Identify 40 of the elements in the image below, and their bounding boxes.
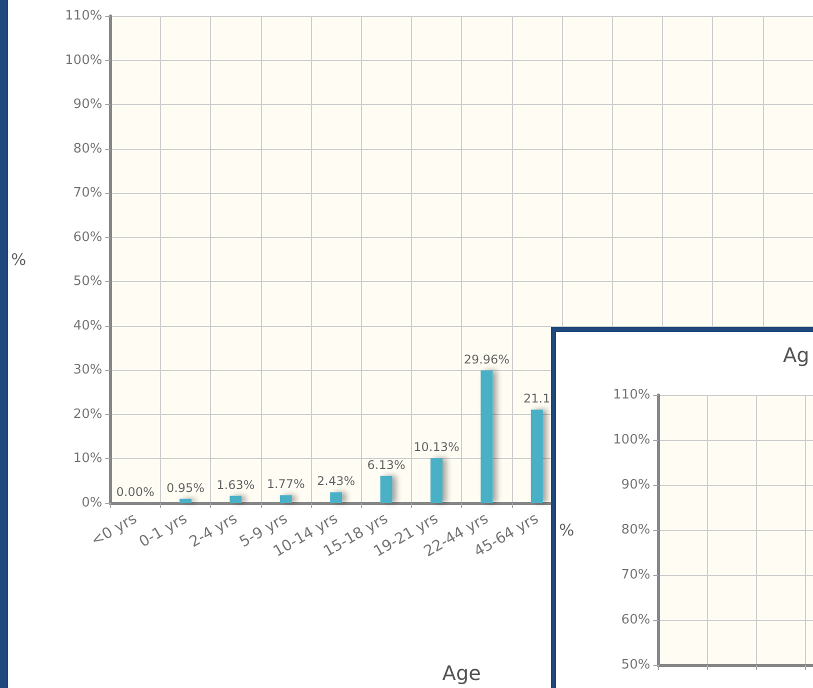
y-tick-label: 50% [621,658,650,672]
y-tick-label: 90% [73,97,102,112]
data-label: 0.95% [166,480,205,495]
data-label: 1.77% [266,477,305,492]
data-label: 29.96% [464,352,510,366]
y-axis-title: % [559,520,574,540]
y-tick-label: 20% [73,406,102,422]
y-tick-label: 90% [621,478,650,492]
y-tick-label: 30% [73,362,102,378]
y-tick-label: 70% [621,568,650,582]
y-tick-label: 50% [73,274,102,290]
y-tick-label: 60% [73,230,102,245]
y-tick-label: 70% [73,186,102,201]
data-label: 10.13% [414,440,460,454]
y-tick-label: 110% [65,8,102,24]
chart-title: Ag [783,343,810,367]
y-tick-label: 110% [613,388,650,402]
y-tick-label: 100% [613,432,650,448]
y-tick-label: 100% [65,52,102,68]
y-tick-label: 0% [82,496,102,510]
data-label: 1.63% [216,478,255,492]
bar [430,458,442,503]
bar [230,496,242,503]
bar [480,370,493,503]
y-axis-title: % [11,250,26,269]
data-label: 6.13% [367,458,406,472]
bar [380,476,392,503]
data-label: 21.1 [524,392,550,406]
y-tick-label: 80% [621,522,650,538]
y-tick-label: 40% [73,318,102,334]
data-label: 2.43% [317,474,356,488]
bar [180,498,192,503]
x-axis-title: Age [442,661,481,685]
y-tick-label: 10% [73,451,102,466]
bar [330,492,342,503]
y-tick-label: 80% [73,141,102,156]
y-tick-label: 60% [621,612,650,628]
bar [530,410,543,503]
data-label: 0.00% [116,485,154,499]
bar [280,495,292,503]
